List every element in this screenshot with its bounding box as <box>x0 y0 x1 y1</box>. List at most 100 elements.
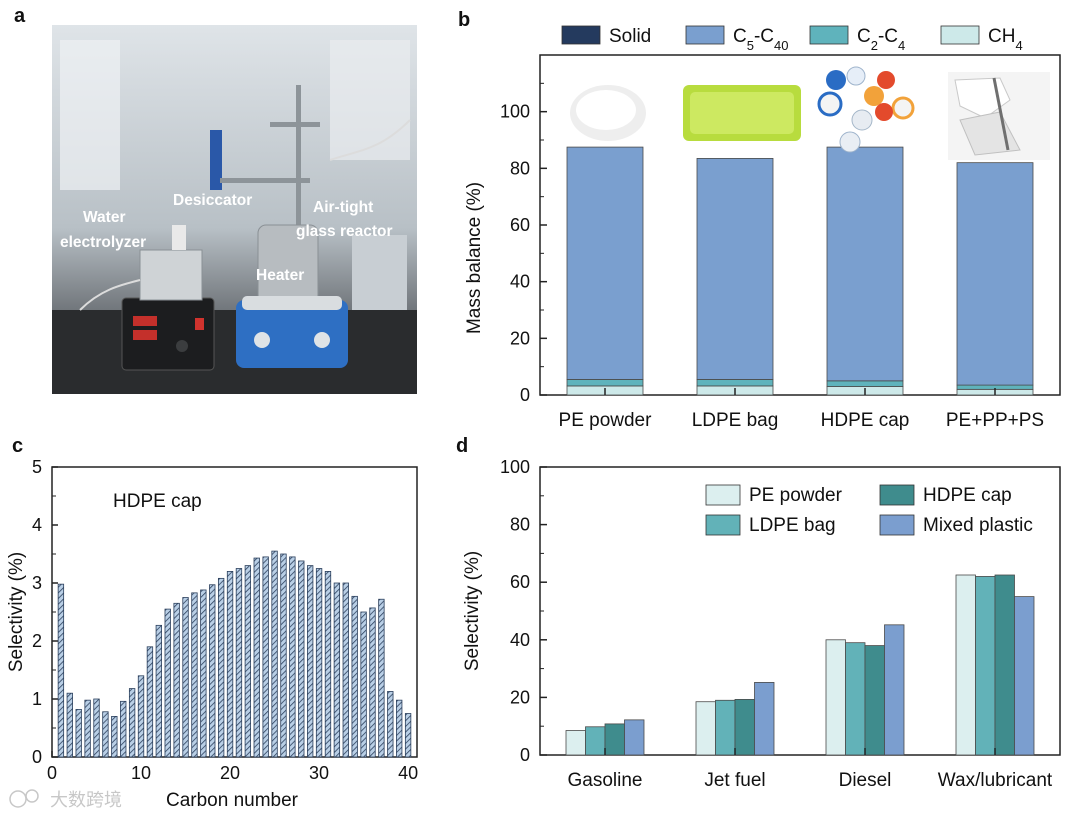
panel-b-mass-balance-chart: Solid C5-C40 C2-C4 CH4 Mass balance (%) … <box>464 25 1061 431</box>
mixed-plastic-image <box>948 72 1050 160</box>
c-bar-c22 <box>244 565 252 758</box>
panel-d-ylabel: Selectivity (%) <box>462 551 483 671</box>
b-bar-c5-c40 <box>566 146 644 380</box>
c-bar-c8 <box>120 700 127 758</box>
panel-letter-d: d <box>456 435 468 457</box>
ldpe-bag-image <box>683 85 801 141</box>
b-ytick-label: 40 <box>510 272 530 292</box>
legend-label-c5c40: C5-C40 <box>733 26 789 53</box>
d-ytick-label: 0 <box>520 745 530 765</box>
c-bar-c17 <box>200 589 207 758</box>
d-category-label: Diesel <box>839 770 892 791</box>
panel-d-selectivity-chart: Selectivity (%) 0 20 40 60 80 100 Gasoline Jet… <box>462 457 1061 791</box>
c-xtick-label: 0 <box>47 763 57 783</box>
c-bar-c27 <box>289 556 296 758</box>
c-xtick-label: 30 <box>309 763 329 783</box>
lab-setup-photo: Water electrolyzer Desiccator Air-tight … <box>52 25 417 394</box>
c-ytick-label: 3 <box>32 573 42 593</box>
c-bar-c10 <box>137 675 145 758</box>
panel-b-legend: Solid C5-C40 C2-C4 CH4 <box>561 25 1023 53</box>
d-bar-hdpe-cap <box>734 699 755 756</box>
d-bar-hdpe-cap <box>604 723 625 756</box>
c-bar-c11 <box>146 646 154 758</box>
c-bar-c38 <box>387 691 394 758</box>
c-bar-c32 <box>333 582 341 758</box>
c-bar-c2 <box>66 692 73 758</box>
c-ytick-label: 5 <box>32 457 42 477</box>
d-bar-mixed-plastic <box>754 682 775 756</box>
c-bar-c1 <box>57 583 65 758</box>
c-bar-c24 <box>262 556 269 758</box>
c-bar-c4 <box>84 699 91 758</box>
legend-swatch-c2c4 <box>809 25 849 45</box>
legend-label-ldpe-bag: LDPE bag <box>749 515 836 536</box>
photo-label-desiccator: Desiccator <box>173 192 252 209</box>
d-category-label: Gasoline <box>568 770 643 791</box>
watermark-logo-icon <box>9 790 27 808</box>
b-category-label: PE+PP+PS <box>946 410 1044 431</box>
d-ytick-label: 60 <box>510 572 530 592</box>
legend-swatch-mixed-plastic <box>879 514 915 536</box>
d-bar-pe-powder <box>695 701 716 756</box>
c-bar-c29 <box>307 565 314 758</box>
b-bar-c2-c4 <box>696 379 774 387</box>
photo-label-glass-reactor: glass reactor <box>296 223 393 240</box>
c-ytick-label: 2 <box>32 631 42 651</box>
product-images <box>570 66 1050 160</box>
c-ytick-label: 4 <box>32 515 42 535</box>
d-ytick-label: 80 <box>510 515 530 535</box>
legend-label-ch4: CH4 <box>988 26 1023 53</box>
d-bar-ldpe-bag <box>585 726 606 756</box>
photo-label-airtight: Air-tight <box>313 199 373 216</box>
c-bar-c3 <box>75 709 82 758</box>
legend-label-hdpe-cap: HDPE cap <box>923 485 1012 506</box>
b-ytick-label: 0 <box>520 385 530 405</box>
c-bar-c28 <box>298 560 305 758</box>
legend-swatch-pe-powder <box>705 484 741 506</box>
c-bar-c14 <box>173 602 180 758</box>
c-bar-c35 <box>360 611 367 758</box>
c-bar-c34 <box>351 595 358 758</box>
d-category-label: Wax/lubricant <box>938 770 1053 791</box>
photo-label-heater: Heater <box>256 267 304 284</box>
c-bar-c6 <box>102 711 109 758</box>
panel-c-title: HDPE cap <box>113 491 202 512</box>
c-bar-c40 <box>404 713 412 758</box>
c-bar-c9 <box>128 688 136 758</box>
c-bar-c25 <box>271 550 278 758</box>
panel-c-carbon-distribution-chart: Selectivity (%) Carbon number HDPE cap 0… <box>6 457 418 811</box>
d-ytick-label: 20 <box>510 687 530 707</box>
c-bar-c26 <box>280 553 287 758</box>
watermark-text: 大数跨境 <box>50 790 122 811</box>
legend-swatch-ch4 <box>940 25 980 45</box>
b-ytick-label: 20 <box>510 328 530 348</box>
c-bar-c5 <box>93 698 100 758</box>
photo-label-water: Water <box>83 209 126 226</box>
panel-c-ylabel: Selectivity (%) <box>6 552 27 672</box>
b-ytick-label: 100 <box>500 102 530 122</box>
c-bar-c7 <box>111 716 118 758</box>
b-bar-c5-c40 <box>696 158 774 380</box>
c-ytick-label: 0 <box>32 747 42 767</box>
legend-label-solid: Solid <box>609 26 651 47</box>
c-bar-c12 <box>155 624 162 758</box>
d-ytick-label: 100 <box>500 457 530 477</box>
c-bar-c33 <box>342 582 349 758</box>
d-bar-hdpe-cap <box>994 574 1015 756</box>
d-ytick-label: 40 <box>510 630 530 650</box>
d-bar-mixed-plastic <box>884 624 905 756</box>
d-bar-ldpe-bag <box>845 642 866 756</box>
d-bar-mixed-plastic <box>624 719 645 756</box>
hdpe-caps-image <box>817 66 915 153</box>
d-category-label: Jet fuel <box>704 770 765 791</box>
b-category-label: LDPE bag <box>692 410 779 431</box>
d-bar-hdpe-cap <box>864 645 885 756</box>
b-bar-c5-c40 <box>826 146 904 382</box>
c-bar-c36 <box>369 607 376 758</box>
c-bar-c37 <box>378 598 385 758</box>
d-bar-pe-powder <box>825 639 846 756</box>
pe-powder-image <box>570 85 646 141</box>
d-bar-pe-powder <box>565 730 586 756</box>
c-bar-c21 <box>235 568 243 758</box>
